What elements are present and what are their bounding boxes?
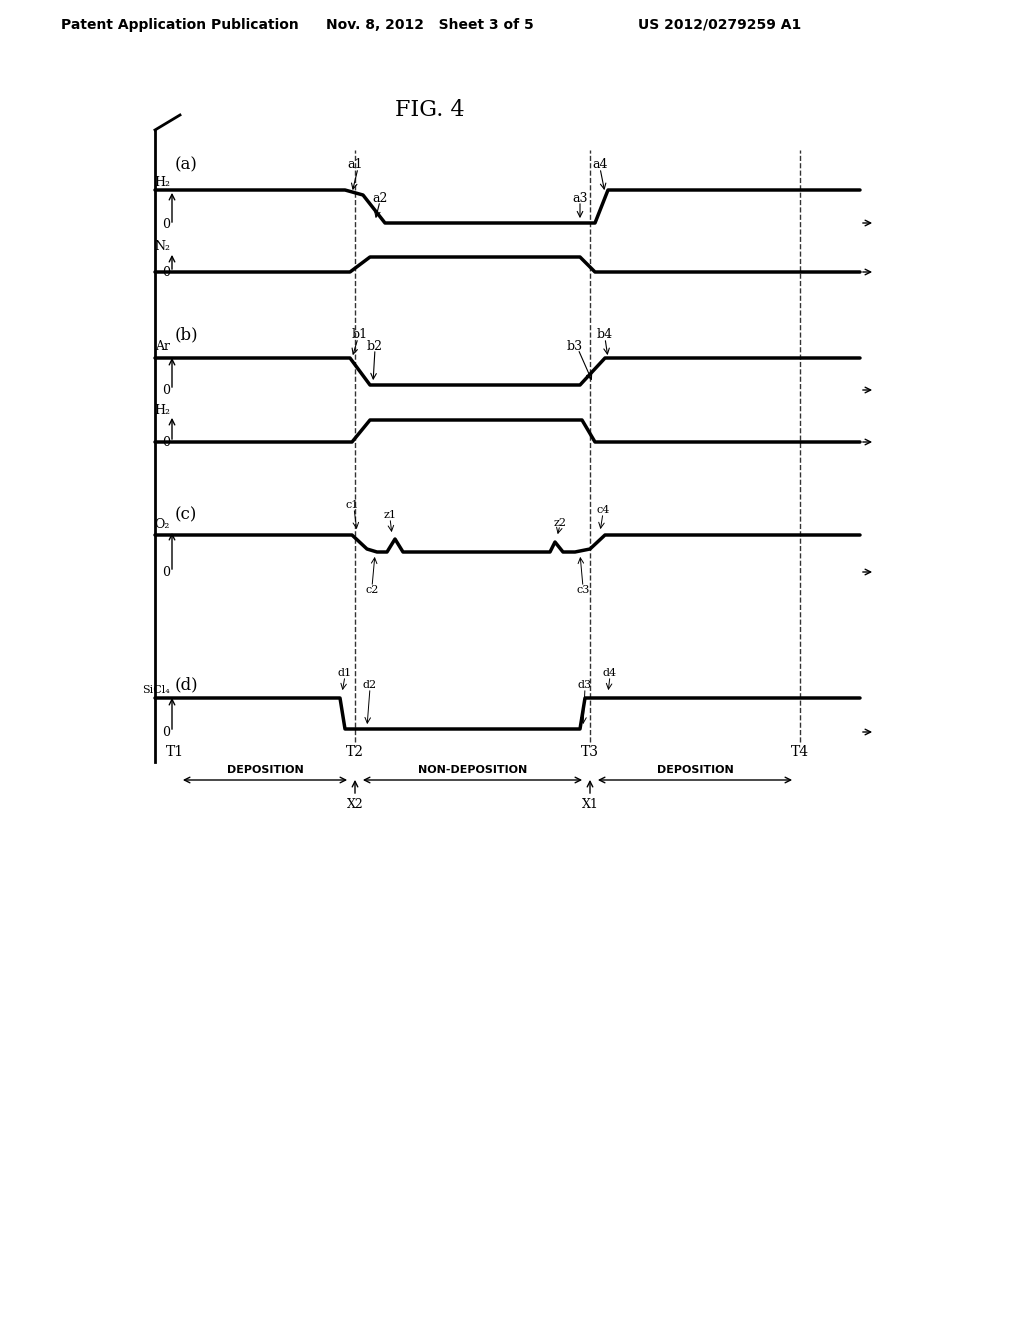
- Text: b1: b1: [352, 329, 368, 342]
- Text: b3: b3: [567, 341, 583, 354]
- Text: NON-DEPOSITION: NON-DEPOSITION: [418, 766, 527, 775]
- Text: X2: X2: [347, 797, 364, 810]
- Text: N₂: N₂: [154, 240, 170, 253]
- Text: FIG. 4: FIG. 4: [395, 99, 465, 121]
- Text: d2: d2: [362, 680, 377, 690]
- Text: SiCl₄: SiCl₄: [142, 685, 170, 696]
- Text: a1: a1: [347, 158, 362, 172]
- Text: z1: z1: [384, 510, 396, 520]
- Text: Patent Application Publication: Patent Application Publication: [61, 18, 299, 32]
- Text: O₂: O₂: [155, 519, 170, 532]
- Text: H₂: H₂: [154, 176, 170, 189]
- Text: (b): (b): [175, 326, 199, 343]
- Text: US 2012/0279259 A1: US 2012/0279259 A1: [638, 18, 802, 32]
- Text: T4: T4: [791, 744, 809, 759]
- Text: T3: T3: [581, 744, 599, 759]
- Text: a4: a4: [592, 158, 608, 172]
- Text: a2: a2: [373, 191, 388, 205]
- Text: Nov. 8, 2012   Sheet 3 of 5: Nov. 8, 2012 Sheet 3 of 5: [326, 18, 534, 32]
- Text: c3: c3: [577, 585, 590, 595]
- Text: (a): (a): [175, 157, 198, 173]
- Text: z2: z2: [554, 517, 566, 528]
- Text: c4: c4: [596, 506, 609, 515]
- Text: 0: 0: [162, 219, 170, 231]
- Text: H₂: H₂: [154, 404, 170, 417]
- Text: 0: 0: [162, 384, 170, 396]
- Text: 0: 0: [162, 436, 170, 449]
- Text: X1: X1: [582, 797, 598, 810]
- Text: d3: d3: [578, 680, 592, 690]
- Text: T2: T2: [346, 744, 364, 759]
- Text: b2: b2: [367, 341, 383, 354]
- Text: 0: 0: [162, 265, 170, 279]
- Text: Ar: Ar: [155, 341, 170, 354]
- Text: T1: T1: [166, 744, 184, 759]
- Text: c1: c1: [345, 500, 358, 510]
- Text: d4: d4: [603, 668, 617, 678]
- Text: DEPOSITION: DEPOSITION: [656, 766, 733, 775]
- Text: 0: 0: [162, 565, 170, 578]
- Text: b4: b4: [597, 329, 613, 342]
- Text: 0: 0: [162, 726, 170, 738]
- Text: a3: a3: [572, 191, 588, 205]
- Text: c2: c2: [366, 585, 379, 595]
- Text: d1: d1: [338, 668, 352, 678]
- Text: DEPOSITION: DEPOSITION: [226, 766, 303, 775]
- Text: (d): (d): [175, 676, 199, 693]
- Text: (c): (c): [175, 507, 198, 524]
